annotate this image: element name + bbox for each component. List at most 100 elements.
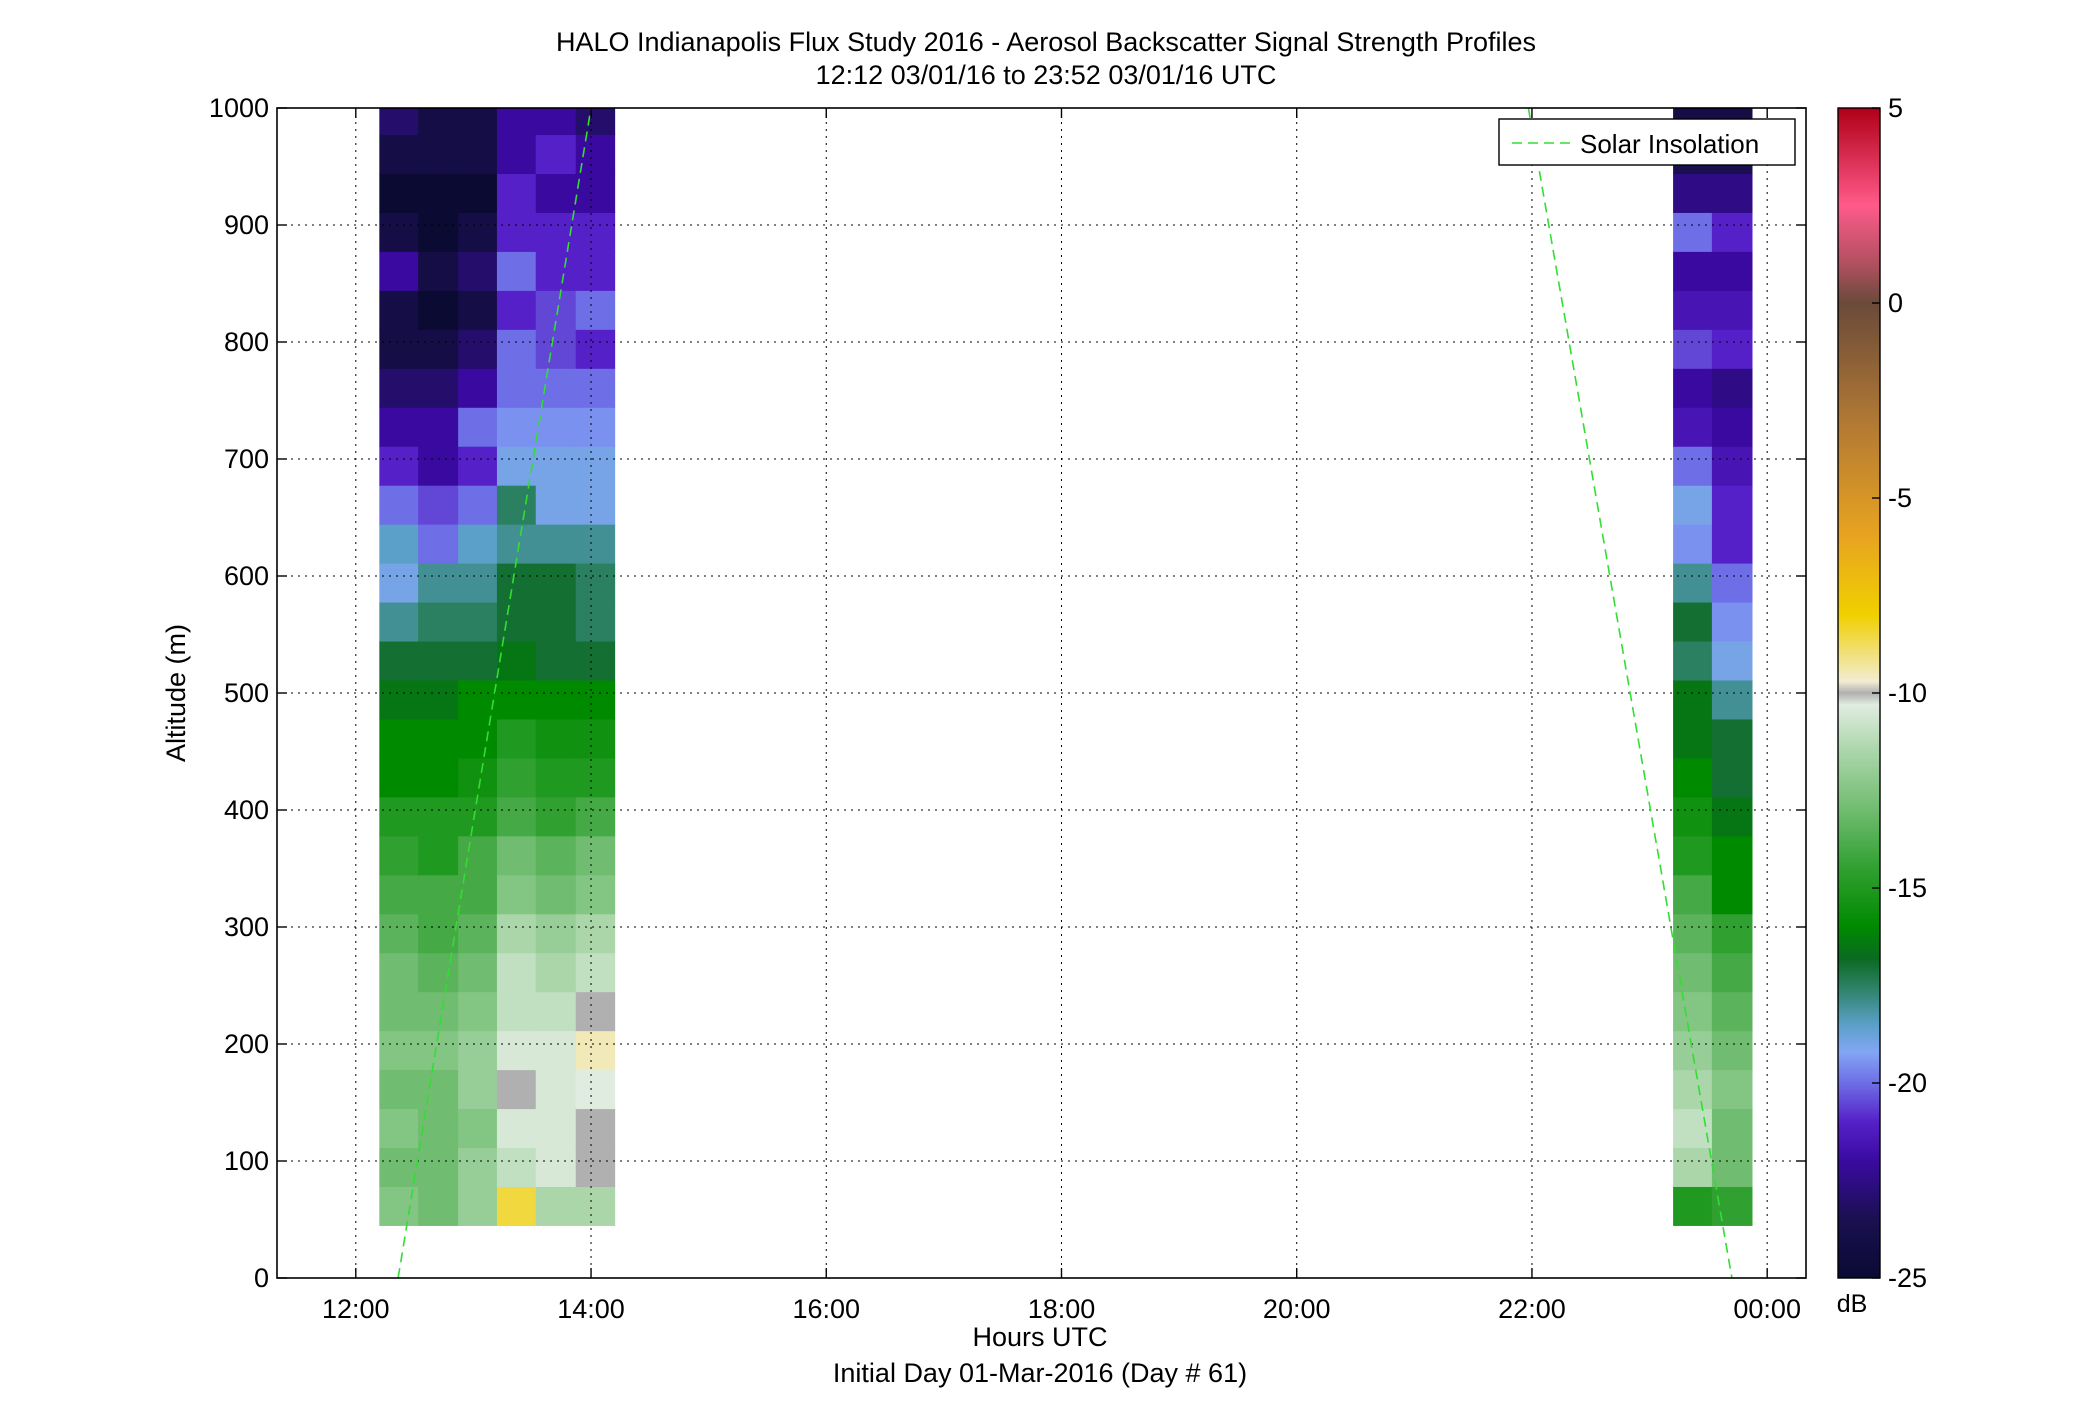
heatmap-cell bbox=[1673, 991, 1713, 1032]
heatmap-cell bbox=[1673, 1108, 1713, 1149]
heatmap-cell bbox=[496, 1030, 537, 1071]
heatmap-cell bbox=[418, 991, 459, 1032]
heatmap-cell bbox=[1711, 640, 1753, 681]
heatmap-cell bbox=[1711, 874, 1753, 915]
heatmap-cell bbox=[496, 679, 537, 720]
heatmap-cell bbox=[379, 407, 419, 447]
heatmap-cell bbox=[575, 108, 616, 136]
heatmap-cell bbox=[418, 679, 459, 720]
heatmap-cell bbox=[575, 1147, 616, 1187]
heatmap-cell bbox=[535, 485, 577, 525]
heatmap-cell bbox=[418, 757, 459, 798]
heatmap-cell bbox=[575, 601, 616, 642]
heatmap-cell bbox=[1673, 485, 1713, 525]
heatmap-cell bbox=[1673, 173, 1713, 213]
heatmap-cell bbox=[458, 485, 498, 525]
heatmap-cell bbox=[458, 134, 498, 174]
heatmap-cell bbox=[496, 212, 537, 252]
heatmap-cell bbox=[1711, 952, 1753, 993]
heatmap-cell bbox=[458, 1147, 498, 1187]
heatmap-cell bbox=[535, 173, 577, 213]
heatmap-cell bbox=[496, 718, 537, 759]
heatmap-cell bbox=[1711, 835, 1753, 876]
x-tick-label: 16:00 bbox=[792, 1294, 860, 1324]
heatmap-cell bbox=[1673, 913, 1713, 954]
heatmap-cell bbox=[1711, 1069, 1753, 1110]
x-tick-label: 22:00 bbox=[1498, 1294, 1566, 1324]
heatmap-cell bbox=[496, 485, 537, 525]
heatmap-cell bbox=[418, 835, 459, 876]
heatmap-cell bbox=[379, 913, 419, 954]
heatmap-cell bbox=[496, 991, 537, 1032]
heatmap-cell bbox=[575, 446, 616, 486]
heatmap-cell bbox=[1673, 329, 1713, 369]
solar-insolation-line bbox=[397, 107, 1733, 1279]
heatmap-cell bbox=[458, 108, 498, 136]
heatmap-cell bbox=[575, 173, 616, 213]
heatmap-cell bbox=[575, 290, 616, 330]
heatmap-cell bbox=[418, 913, 459, 954]
heatmap-cell bbox=[1711, 407, 1753, 447]
y-axis-ticks: 0 100 200 300 400 500 600 700 800 900 1000 bbox=[209, 93, 1806, 1293]
heatmap-cell bbox=[496, 1147, 537, 1187]
solar-insolation-segment bbox=[397, 107, 592, 1279]
heatmap-cell bbox=[458, 563, 498, 603]
heatmap-cell bbox=[1711, 757, 1753, 798]
heatmap-cell bbox=[1673, 1147, 1713, 1187]
heatmap-cell bbox=[418, 1186, 459, 1226]
heatmap-cell bbox=[1673, 874, 1713, 915]
heatmap-cell bbox=[418, 407, 459, 447]
heatmap-cell bbox=[535, 251, 577, 291]
heatmap-cell bbox=[1673, 1186, 1713, 1226]
heatmap-cell bbox=[575, 329, 616, 369]
heatmap-cell bbox=[418, 601, 459, 642]
heatmap-cell bbox=[418, 173, 459, 213]
heatmap-cell bbox=[458, 913, 498, 954]
heatmap-cell bbox=[496, 134, 537, 174]
heatmap-cell bbox=[458, 290, 498, 330]
heatmap-cell bbox=[496, 251, 537, 291]
y-axis-label: Altitude (m) bbox=[161, 624, 191, 762]
heatmap-cell bbox=[458, 407, 498, 447]
heatmap-cell bbox=[1673, 407, 1713, 447]
heatmap-cell bbox=[575, 679, 616, 720]
heatmap-cell bbox=[418, 251, 459, 291]
heatmap-cell bbox=[379, 329, 419, 369]
heatmap-cell bbox=[379, 991, 419, 1032]
heatmap-cell bbox=[535, 835, 577, 876]
x-tick-label: 00:00 bbox=[1733, 1294, 1801, 1324]
heatmap-cell bbox=[1711, 290, 1753, 330]
heatmap-cell bbox=[458, 835, 498, 876]
heatmap-cell bbox=[1711, 485, 1753, 525]
heatmap-cell bbox=[1673, 757, 1713, 798]
x-tick-label: 12:00 bbox=[322, 1294, 390, 1324]
heatmap-cell bbox=[535, 108, 577, 136]
heatmap-cell bbox=[458, 173, 498, 213]
heatmap-cell bbox=[1711, 563, 1753, 603]
heatmap-cell bbox=[1673, 952, 1713, 993]
heatmap-cell bbox=[535, 1069, 577, 1110]
x-tick-label: 14:00 bbox=[557, 1294, 625, 1324]
y-tick-label: 100 bbox=[224, 1146, 269, 1176]
heatmap-cell bbox=[379, 290, 419, 330]
heatmap-cell bbox=[1673, 679, 1713, 720]
heatmap-cell bbox=[379, 952, 419, 993]
heatmap-cell bbox=[418, 718, 459, 759]
heatmap-cell bbox=[575, 1069, 616, 1110]
heatmap-cell bbox=[1711, 913, 1753, 954]
heatmap-cell bbox=[458, 368, 498, 408]
heatmap-cell bbox=[418, 1108, 459, 1149]
heatmap-cell bbox=[1711, 1030, 1753, 1071]
heatmap-cell bbox=[496, 407, 537, 447]
heatmap-cell bbox=[496, 108, 537, 136]
heatmap-cell bbox=[458, 601, 498, 642]
y-tick-label: 600 bbox=[224, 561, 269, 591]
heatmap-cell bbox=[1711, 718, 1753, 759]
heatmap-cell bbox=[418, 1069, 459, 1110]
heatmap-cell bbox=[418, 640, 459, 681]
heatmap-cell bbox=[535, 329, 577, 369]
heatmap-cell bbox=[458, 1030, 498, 1071]
heatmap-cell bbox=[496, 952, 537, 993]
heatmap-cell bbox=[379, 446, 419, 486]
heatmap-cell bbox=[575, 407, 616, 447]
